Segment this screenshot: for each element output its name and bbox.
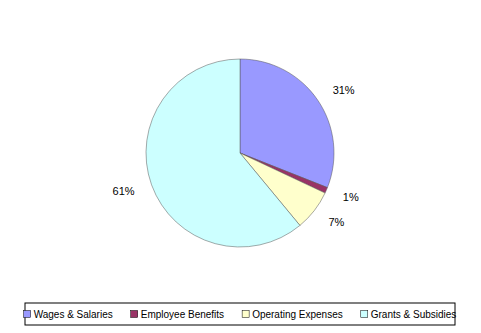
legend-swatch [24,311,31,318]
data-label: 31% [333,84,355,96]
legend-swatch [242,311,249,318]
data-label: 61% [113,185,135,197]
data-labels: 31% 1% 7% 61% [113,84,359,228]
slices [146,59,334,247]
slice [146,59,300,247]
legend: Wages & Salaries Employee Benefits Operati… [24,303,457,325]
data-label: 7% [328,216,344,228]
legend-label: Operating Expenses [252,309,343,320]
legend-swatch [361,311,368,318]
legend-label: Grants & Subsidies [371,309,457,320]
data-label: 1% [343,191,359,203]
legend-label: Wages & Salaries [34,309,113,320]
legend-swatch [131,311,138,318]
chart: 31% 1% 7% 61% Wages & Salaries Employee Benef… [0,0,481,333]
legend-label: Employee Benefits [141,309,224,320]
